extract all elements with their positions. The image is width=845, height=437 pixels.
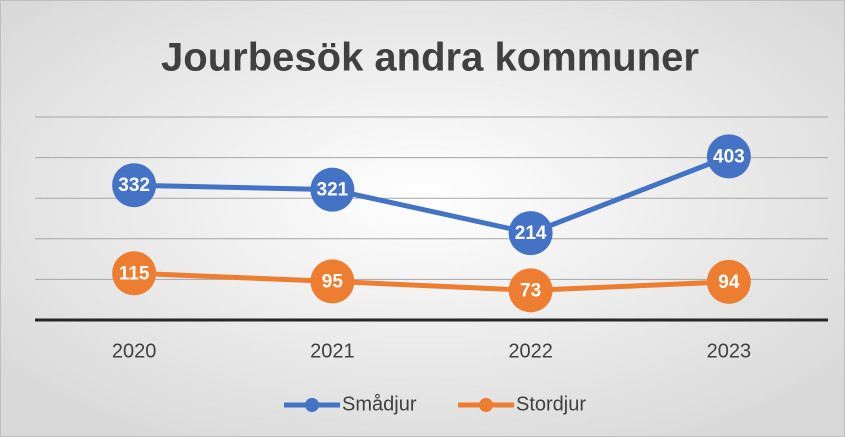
data-point bbox=[508, 211, 553, 256]
data-point bbox=[706, 134, 751, 179]
data-label: 115 bbox=[119, 263, 150, 284]
data-point bbox=[112, 163, 157, 208]
legend-marker bbox=[479, 398, 493, 412]
data-point bbox=[706, 259, 751, 304]
data-point bbox=[508, 268, 553, 313]
data-label: 95 bbox=[322, 271, 344, 292]
x-tick-label: 2022 bbox=[508, 340, 553, 362]
x-tick-label: 2023 bbox=[707, 340, 752, 362]
data-label: 403 bbox=[713, 146, 745, 167]
data-label: 321 bbox=[317, 180, 349, 201]
legend-label: Smådjur bbox=[342, 393, 417, 415]
data-point bbox=[112, 251, 157, 296]
legend-label: Stordjur bbox=[516, 393, 586, 415]
chart-title: Jourbesök andra kommuner bbox=[161, 36, 699, 80]
series-line bbox=[134, 270, 729, 293]
x-tick-label: 2021 bbox=[310, 340, 355, 362]
data-label: 332 bbox=[118, 175, 150, 196]
series-line bbox=[134, 154, 730, 236]
data-label: 94 bbox=[718, 272, 740, 293]
legend-marker bbox=[305, 398, 319, 412]
data-point bbox=[310, 167, 355, 212]
x-tick-label: 2020 bbox=[112, 340, 157, 362]
data-point bbox=[310, 259, 355, 304]
data-label: 214 bbox=[515, 223, 547, 244]
data-label: 73 bbox=[520, 280, 541, 301]
